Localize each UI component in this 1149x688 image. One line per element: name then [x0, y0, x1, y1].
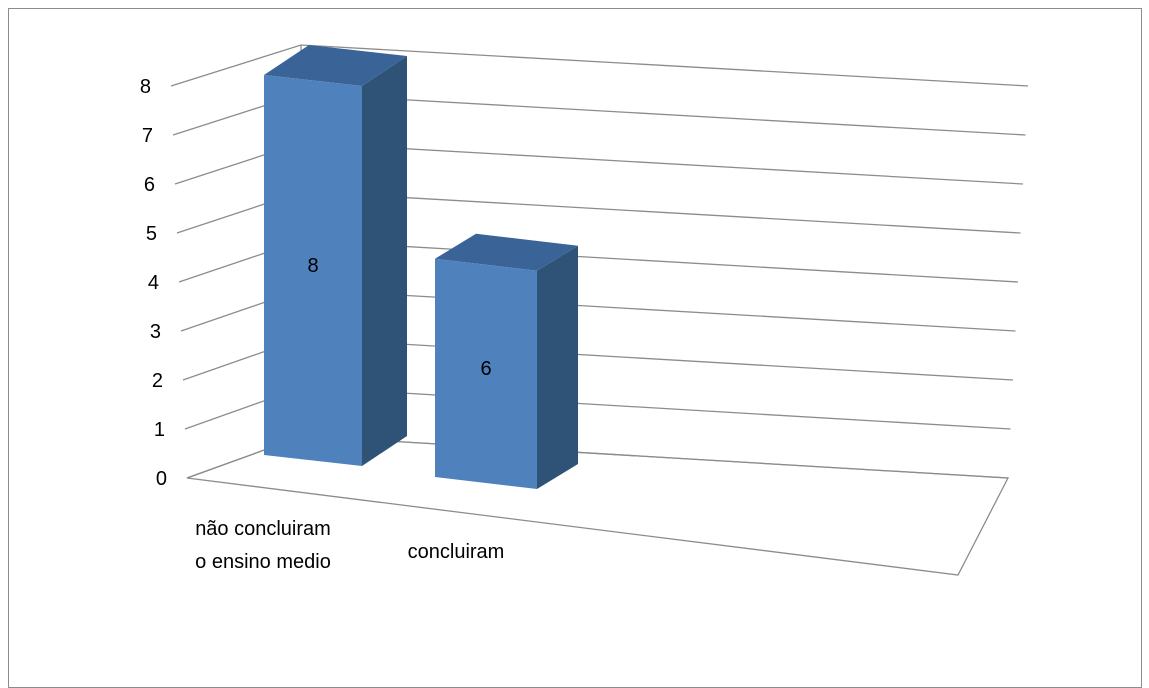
y-tick-label: 8 [140, 76, 151, 98]
x-category-label: o ensino medio [195, 551, 331, 573]
y-tick-label: 0 [156, 468, 167, 490]
bars: 86 [264, 45, 578, 489]
y-tick-label: 6 [144, 174, 155, 196]
bar [435, 258, 537, 489]
y-tick-label: 7 [142, 125, 153, 147]
y-tick-label: 2 [152, 370, 163, 392]
x-category-label: não concluiram [195, 518, 331, 540]
y-tick-label: 3 [150, 321, 161, 343]
bar-side [537, 245, 578, 489]
y-tick-label: 5 [146, 223, 157, 245]
bar-top [264, 45, 407, 86]
x-axis-categories: não concluiram o ensino medio concluiram [195, 518, 504, 573]
x-category-label: concluiram [408, 541, 505, 563]
y-tick-label: 4 [148, 272, 159, 294]
bar-top [435, 233, 578, 271]
data-label: 6 [480, 358, 491, 380]
bar [264, 75, 362, 466]
y-axis-ticks: 0 1 2 3 4 5 6 7 8 [140, 76, 167, 490]
bar-side [362, 56, 407, 466]
data-label: 8 [307, 255, 318, 277]
y-tick-label: 1 [154, 419, 165, 441]
